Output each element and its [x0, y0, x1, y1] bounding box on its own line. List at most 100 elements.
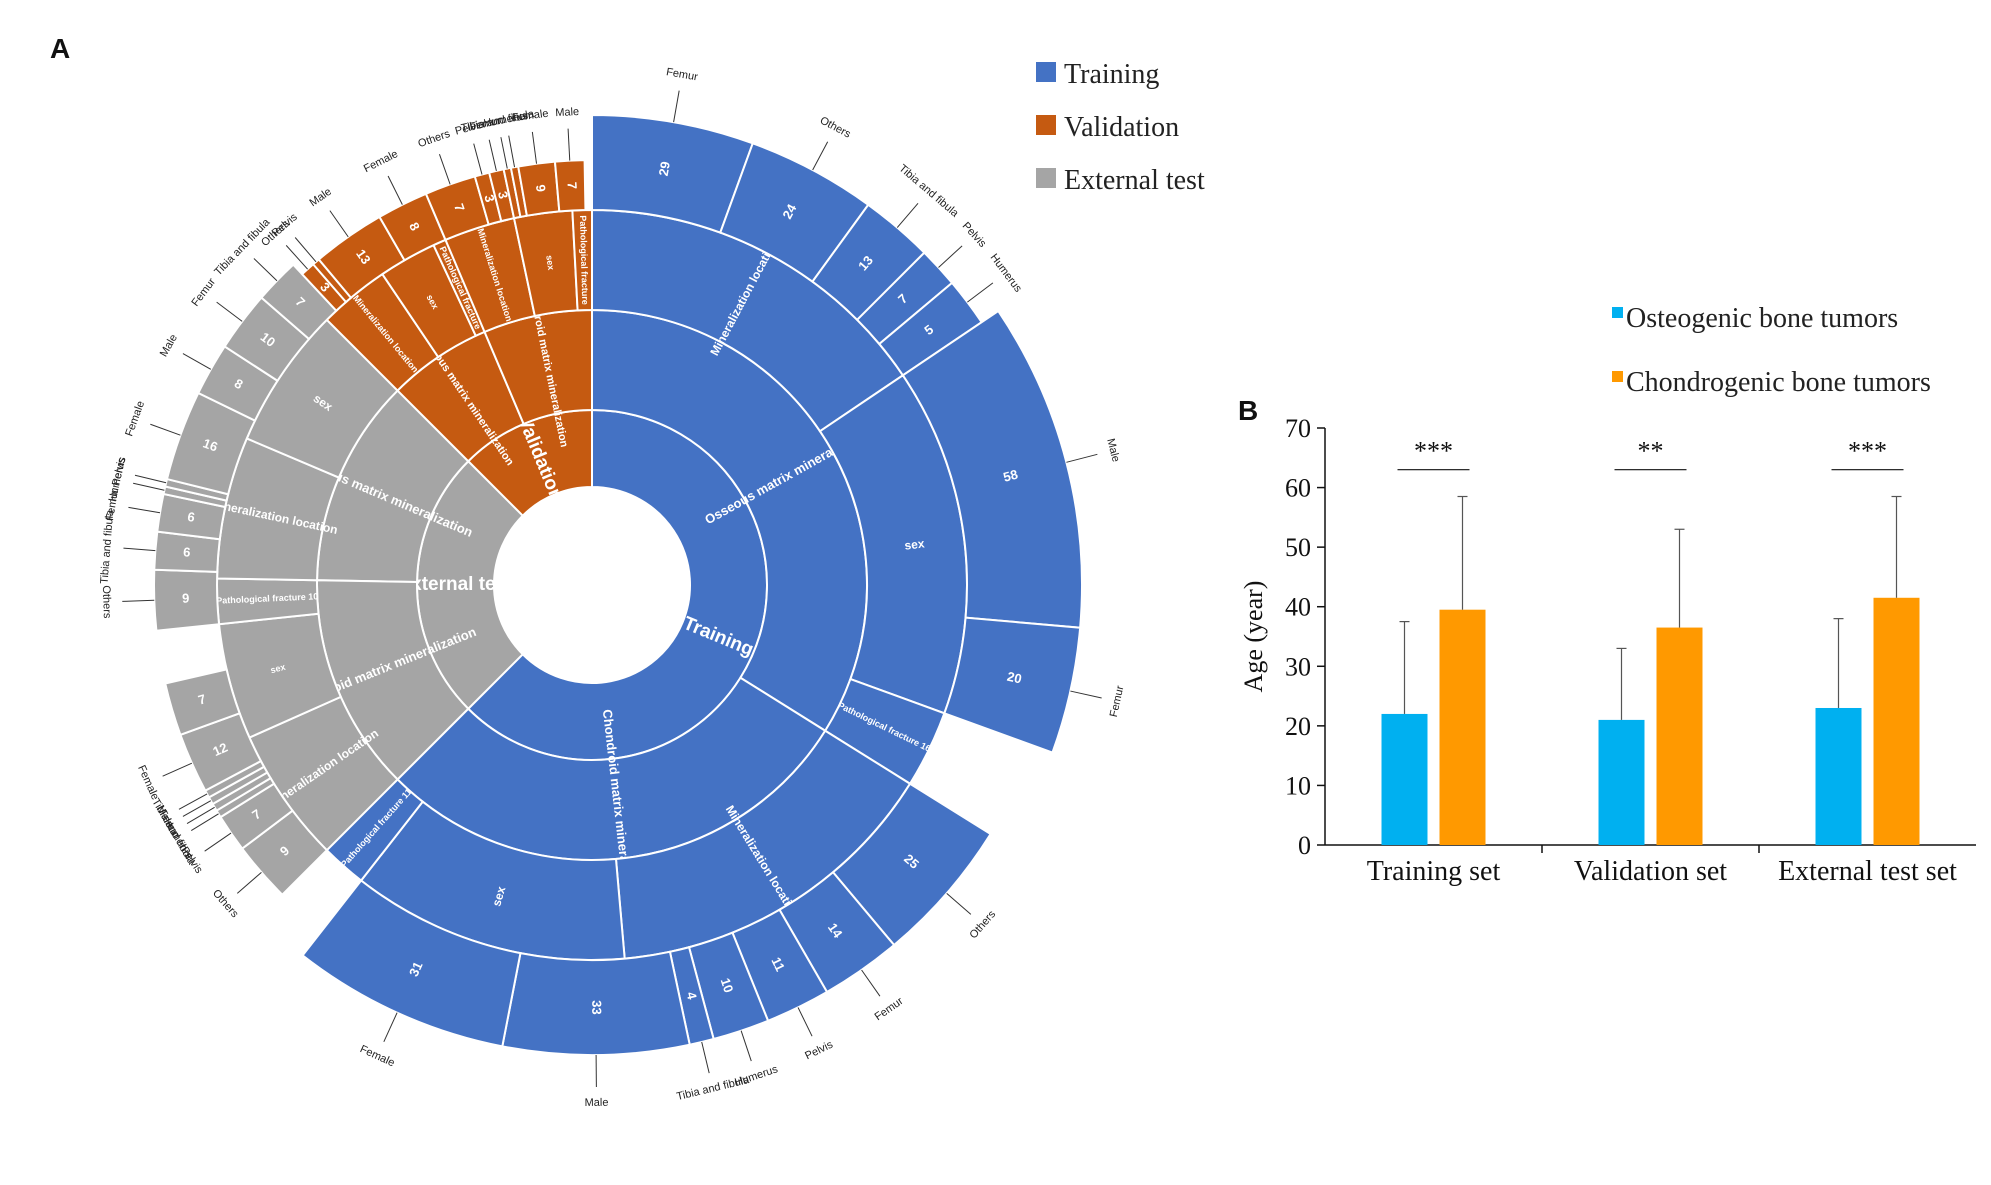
ring4-outer-label: Female [135, 763, 161, 801]
ring4-leader-line [473, 143, 483, 175]
legend-a-swatch-external [1036, 168, 1056, 188]
ring4-leader-line [508, 135, 516, 168]
ring4-value: 29 [656, 160, 673, 177]
ring4-value: 3 [495, 190, 511, 200]
ring4-value: 9 [182, 591, 190, 606]
ring4-outer-label: Pelvis [803, 1038, 835, 1062]
y-tick-label: 0 [1298, 831, 1311, 860]
ring4-leader-line [294, 237, 317, 263]
bar-osteogenic [1381, 713, 1428, 845]
ring4-value: 7 [196, 691, 207, 707]
bar-chondrogenic [1656, 627, 1703, 845]
legend-a: Training Validation External test [1036, 59, 1205, 196]
ring4-outer-label: Male [154, 804, 176, 831]
ring4-leader-line [178, 793, 208, 810]
ring4-value: 12 [211, 740, 230, 760]
ring4-leader-line [182, 353, 212, 370]
ring4-outer-label: Humerus [988, 252, 1025, 295]
ring4-leader-line [285, 245, 308, 270]
ring4-value: 31 [406, 959, 426, 978]
ring4-leader-line [438, 154, 451, 185]
ring4-leader-line [861, 969, 881, 997]
y-tick-label: 50 [1285, 533, 1311, 562]
ring4-leader-line [946, 892, 972, 915]
ring4-outer-label: Male [1104, 437, 1122, 463]
ring4-leader-line [383, 1012, 398, 1043]
legend-b-swatch-chondrogenic [1612, 371, 1623, 382]
ring4-outer-label: Pelvis [110, 455, 129, 487]
ring3-label: sex [489, 884, 508, 907]
panel-b-letter: B [1238, 395, 1258, 426]
ring4-leader-line [896, 202, 919, 228]
ring4-leader-line [133, 482, 165, 491]
ring4-segment [164, 668, 241, 737]
ring3-label: sex [269, 662, 286, 676]
ring4-value: 11 [768, 955, 788, 974]
ring4-outer-label: Others [100, 585, 113, 619]
bar-osteogenic [1598, 719, 1645, 845]
bar-chondrogenic [1439, 609, 1486, 845]
ring4-leader-line [967, 282, 994, 303]
x-category-label: Validation set [1574, 856, 1727, 887]
significance-label: *** [1414, 437, 1453, 466]
ring4-leader-line [387, 175, 403, 205]
ring4-leader-line [186, 806, 215, 824]
bar-chondrogenic [1873, 597, 1920, 845]
legend-b-swatch-osteogenic [1612, 307, 1623, 318]
ring4-value: 20 [1006, 669, 1023, 687]
ring4-outer-label: Female [123, 399, 147, 438]
ring3-label: Pathological fracture 10 [216, 591, 318, 605]
panel-a-letter: A [50, 33, 70, 64]
bar-osteogenic [1815, 707, 1862, 845]
legend-a-label-external: External test [1064, 165, 1205, 196]
ring4-leader-line [236, 871, 262, 894]
ring4-leader-line [329, 210, 349, 238]
ring3-label: sex [544, 255, 556, 271]
legend-a-swatch-training [1036, 62, 1056, 82]
ring4-leader-line [123, 547, 156, 552]
legend-b: Osteogenic bone tumors Chondrogenic bone… [1612, 303, 1931, 398]
ring4-leader-line [190, 813, 219, 832]
ring4-leader-line [797, 1007, 813, 1037]
x-category-label: External test set [1778, 856, 1957, 887]
ring4-outer-label: Femur [1108, 684, 1127, 718]
ring4-leader-line [488, 139, 497, 172]
ring4-outer-label: Others [417, 128, 453, 150]
legend-b-label-osteogenic: Osteogenic bone tumors [1626, 303, 1898, 334]
sunburst-center [494, 487, 690, 683]
legend-a-label-training: Training [1064, 59, 1159, 90]
ring4-value: 58 [1002, 467, 1020, 485]
ring4-leader-line [182, 800, 212, 817]
significance-label: ** [1638, 437, 1664, 466]
ring4-segment [943, 616, 1082, 754]
ring4-outer-label: Femur [189, 276, 218, 309]
ring4-value: 16 [201, 435, 220, 454]
y-tick-label: 30 [1285, 652, 1311, 681]
ring4-outer-label: Pelvis [270, 211, 300, 240]
ring4-outer-label: Tibia and fibula [675, 1074, 751, 1103]
ring4-leader-line [938, 245, 963, 268]
ring4-outer-label: Female [511, 108, 549, 125]
ring4-leader-line [128, 506, 161, 514]
ring4-leader-line [500, 137, 508, 169]
y-axis-label: Age (year) [1239, 581, 1268, 693]
ring4-leader-line [204, 832, 232, 852]
y-tick-label: 10 [1285, 771, 1311, 800]
ring4-outer-label: Femur [665, 66, 699, 83]
ring4-leader-line [162, 762, 193, 777]
y-tick-label: 70 [1285, 414, 1311, 443]
ring4-outer-label: Tibia and fibula [99, 509, 117, 585]
ring4-outer-label: Male [307, 186, 333, 210]
ring4-outer-label: Tibia and fibula [896, 162, 961, 220]
ring4-value: 4 [684, 990, 700, 1001]
ring4-outer-label: Others [818, 115, 853, 141]
ring4-value: 10 [258, 329, 279, 350]
ring4-value: 6 [186, 509, 196, 525]
ring4-leader-line [216, 301, 243, 322]
ring4-value: 9 [533, 184, 549, 193]
ring4-outer-label: Pelvis [960, 220, 989, 250]
ring4-value: 3 [481, 193, 497, 204]
